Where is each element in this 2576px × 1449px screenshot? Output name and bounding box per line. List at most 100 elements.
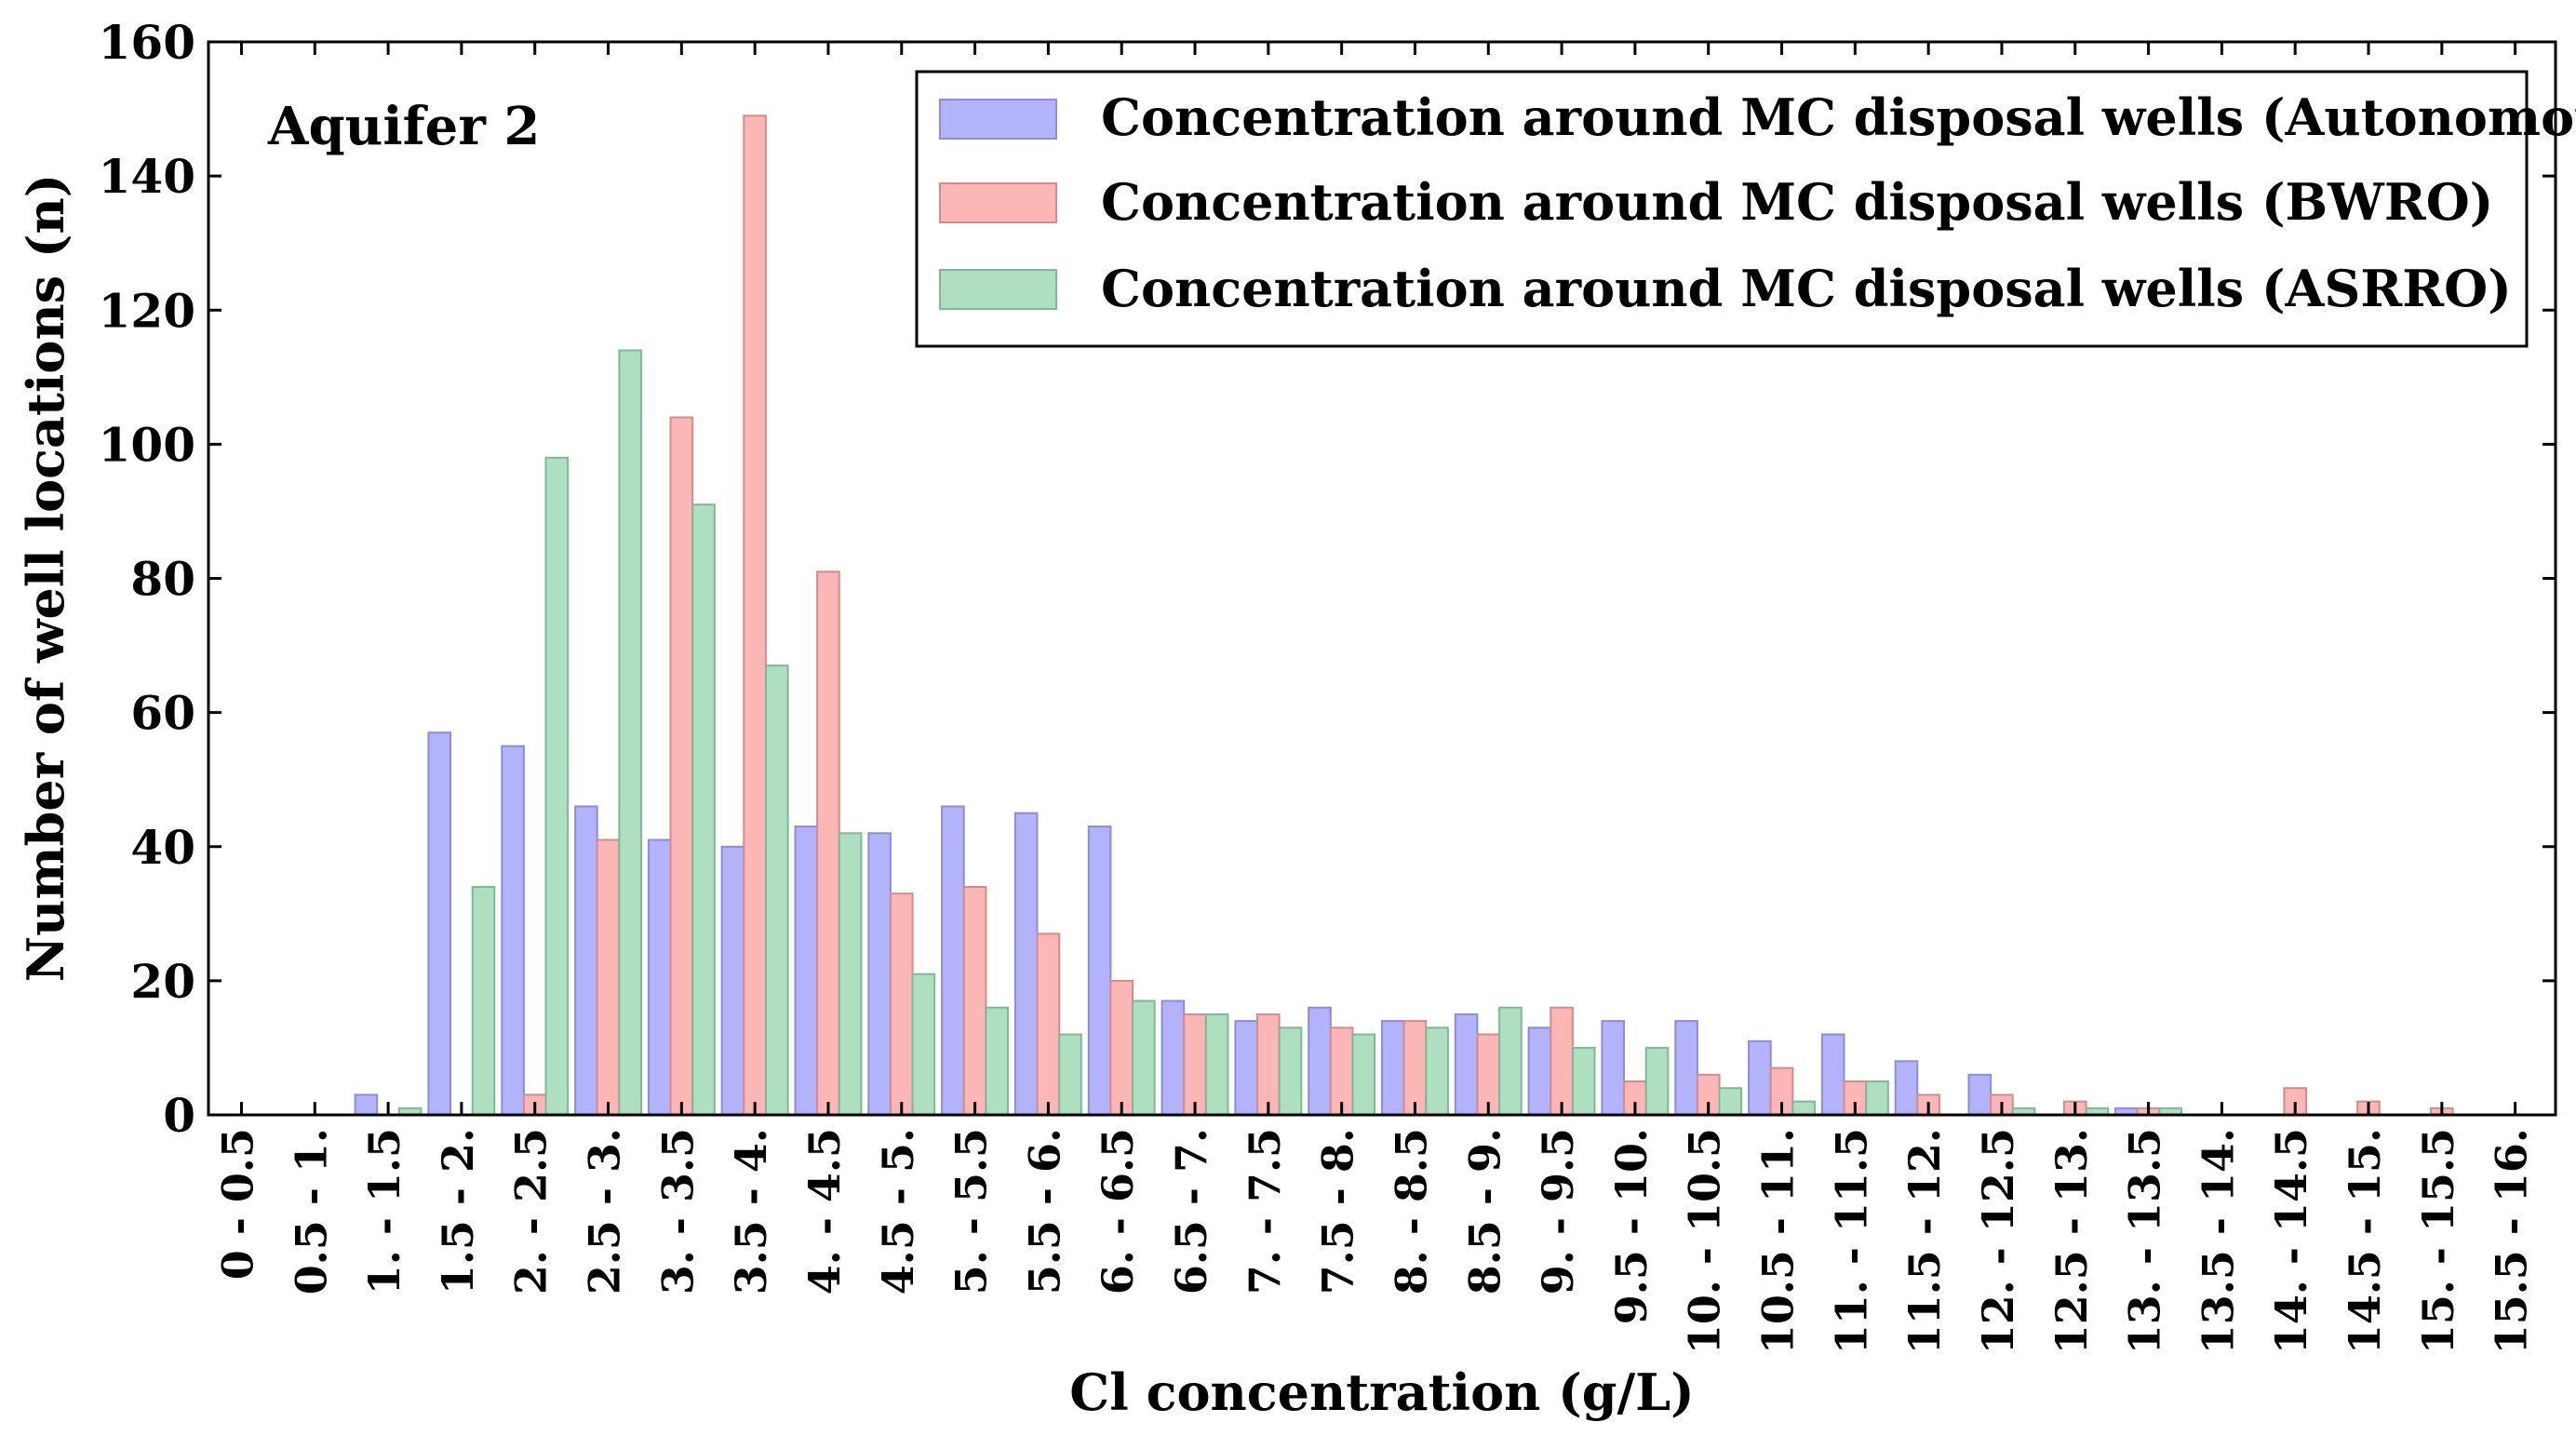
bar-series0-17 [1454,1013,1479,1117]
bar-series1-16 [1402,1020,1428,1116]
bar-series2-20 [1718,1087,1743,1116]
x-tick-label-17: 8.5 - 9. [1459,1128,1509,1295]
x-tick-label-27: 13.5 - 14. [2193,1128,2243,1354]
x-tick-label-24: 12. - 12.5 [1973,1128,2023,1354]
annotation-label: Aquifer 2 [267,96,540,157]
x-tick-label-10: 5. - 5.5 [946,1128,997,1295]
x-tick-label-30: 15. - 15.5 [2413,1128,2463,1354]
x-tick-label-1: 0.5 - 1. [286,1128,336,1295]
x-tick-label-3: 1.5 - 2. [433,1128,483,1295]
bar-series0-2 [354,1093,379,1117]
x-tick-label-11: 5.5 - 6. [1019,1128,1069,1295]
bar-series2-14 [1278,1026,1303,1117]
y-tick-label-6: 120 [99,283,195,338]
y-axis: 0 20 40 60 80 100 120 140 160 [99,15,2556,1143]
bar-series0-23 [1894,1060,1919,1117]
bar-series0-5 [574,805,598,1116]
legend-swatch-asrro [939,269,1057,310]
y-tick-label-2: 40 [130,820,195,875]
bar-series1-11 [1036,932,1061,1117]
x-tick-label-12: 6. - 6.5 [1093,1128,1143,1295]
x-tick-label-26: 13. - 13.5 [2120,1128,2170,1354]
bar-series0-20 [1674,1020,1698,1116]
legend-label-asrro: Concentration around MC disposal wells (… [1101,259,2512,318]
bar-series0-3 [427,731,451,1116]
x-tick-label-13: 6.5 - 7. [1166,1128,1216,1295]
bar-series2-19 [1644,1046,1670,1117]
bar-series1-6 [669,416,694,1116]
bar-series1-14 [1256,1013,1281,1117]
bar-series0-15 [1308,1006,1332,1116]
x-tick-label-14: 7. - 7.5 [1240,1128,1290,1295]
bar-series0-6 [647,839,672,1116]
bar-series0-18 [1527,1026,1552,1117]
bar-series2-18 [1571,1046,1596,1117]
x-tick-label-4: 2. - 2.5 [506,1128,557,1295]
bar-series2-10 [985,1006,1010,1116]
x-axis: 0 - 0.5 0.5 - 1. 1. - 1.5 1.5 - 2. 2. - 2.5 2… [213,42,2537,1354]
bar-series0-21 [1748,1040,1772,1116]
x-tick-label-6: 3. - 3.5 [652,1128,703,1295]
bar-series0-10 [941,805,965,1116]
bar-series2-11 [1058,1033,1082,1116]
x-tick-label-9: 4.5 - 5. [873,1128,923,1295]
bar-series2-7 [765,664,789,1116]
bar-series2-5 [618,349,643,1116]
bar-series2-8 [838,832,863,1116]
x-tick-label-15: 7.5 - 8. [1313,1128,1363,1295]
bar-series2-17 [1498,1006,1523,1116]
y-tick-label-8: 160 [99,15,195,70]
bar-series1-7 [743,114,767,1116]
legend-label-bwro: Concentration around MC disposal wells (… [1101,172,2493,232]
bar-series1-5 [596,839,621,1116]
x-tick-label-18: 9. - 9.5 [1533,1128,1583,1295]
x-tick-label-2: 1. - 1.5 [359,1128,409,1295]
bar-series1-12 [1109,979,1134,1117]
y-tick-label-3: 60 [130,686,195,741]
x-tick-label-23: 11.5 - 12. [1899,1128,1950,1354]
x-tick-label-28: 14. - 14.5 [2266,1128,2316,1354]
bar-series0-7 [720,845,745,1117]
bar-series2-13 [1204,1013,1229,1117]
legend-label-autonomous: Concentration around MC disposal wells (… [1101,87,2576,147]
bar-series2-9 [911,973,936,1116]
x-tick-label-29: 14.5 - 15. [2340,1128,2390,1354]
bar-series0-9 [867,832,892,1116]
bar-series1-8 [816,570,840,1116]
bar-series2-21 [1791,1100,1816,1116]
y-tick-label-4: 80 [130,552,195,607]
bar-series2-16 [1425,1026,1449,1117]
bar-series0-13 [1161,1000,1186,1116]
bar-series0-19 [1601,1020,1626,1116]
bar-series1-18 [1550,1006,1574,1116]
bar-series0-11 [1013,812,1039,1116]
x-tick-label-20: 10. - 10.5 [1680,1128,1730,1354]
bar-series2-6 [691,503,716,1116]
y-tick-label-1: 20 [130,954,195,1009]
y-tick-label-5: 100 [99,417,195,472]
bar-series1-9 [890,892,914,1117]
legend-swatch-bwro [939,182,1057,223]
bar-series1-13 [1183,1013,1207,1117]
y-tick-label-0: 0 [163,1088,195,1143]
bar-series2-22 [1865,1080,1889,1116]
bar-series0-16 [1381,1020,1405,1116]
bar-series2-4 [544,456,570,1116]
x-tick-label-25: 12.5 - 13. [2046,1128,2097,1354]
x-tick-label-0: 0 - 0.5 [213,1128,263,1280]
bar-series0-22 [1820,1033,1845,1116]
x-tick-label-16: 8. - 8.5 [1387,1128,1437,1295]
legend: Concentration around MC disposal wells (… [915,70,2576,348]
x-tick-label-22: 11. - 11.5 [1826,1128,1876,1354]
legend-swatch-autonomous [939,99,1057,140]
bar-series0-12 [1087,825,1112,1116]
x-tick-label-21: 10.5 - 11. [1753,1128,1804,1354]
bar-series0-14 [1234,1020,1259,1116]
x-tick-label-19: 9.5 - 10. [1606,1128,1657,1324]
bar-series2-15 [1351,1033,1376,1116]
legend-frame [915,70,2529,348]
x-tick-label-7: 3.5 - 4. [726,1128,776,1295]
y-tick-label-7: 140 [99,149,195,204]
bar-series0-8 [794,825,819,1116]
